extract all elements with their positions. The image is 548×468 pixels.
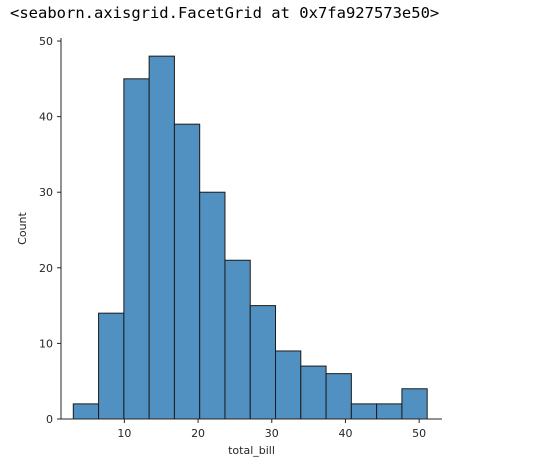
histogram-bar: [72, 403, 100, 420]
histogram-bar: [300, 365, 327, 420]
x-tick-label: 30: [265, 427, 279, 440]
y-tick-label: 10: [39, 337, 53, 350]
histogram-bar: [401, 388, 428, 420]
y-axis-ticks: 0 10 20 30 40 50: [39, 35, 61, 426]
y-tick-label: 40: [39, 111, 53, 124]
histogram-bars: [72, 55, 428, 420]
histogram-bar: [199, 191, 226, 420]
histogram-bar: [98, 312, 125, 420]
x-tick-label: 50: [412, 427, 426, 440]
y-tick-label: 50: [39, 35, 53, 48]
y-tick-label: 30: [39, 186, 53, 199]
y-axis-title: Count: [16, 211, 29, 244]
histogram-bar: [350, 403, 378, 420]
x-tick-label: 20: [191, 427, 205, 440]
histogram-bar: [249, 305, 277, 420]
histogram-bar: [173, 123, 201, 420]
histogram-bar: [148, 55, 175, 420]
x-axis-title: total_bill: [228, 444, 275, 457]
y-tick-label: 0: [46, 413, 53, 426]
y-tick-label: 20: [39, 262, 53, 275]
histogram-bar: [376, 403, 403, 420]
histogram-bar: [325, 373, 352, 420]
x-tick-label: 10: [117, 427, 131, 440]
cell-output-text: <seaborn.axisgrid.FacetGrid at 0x7fa9275…: [10, 4, 440, 22]
histogram-bar: [275, 350, 302, 420]
histogram-bar: [224, 259, 251, 420]
histogram-bar: [123, 78, 150, 420]
x-tick-label: 40: [338, 427, 352, 440]
x-axis-ticks: 10 20 30 40 50: [117, 419, 426, 440]
